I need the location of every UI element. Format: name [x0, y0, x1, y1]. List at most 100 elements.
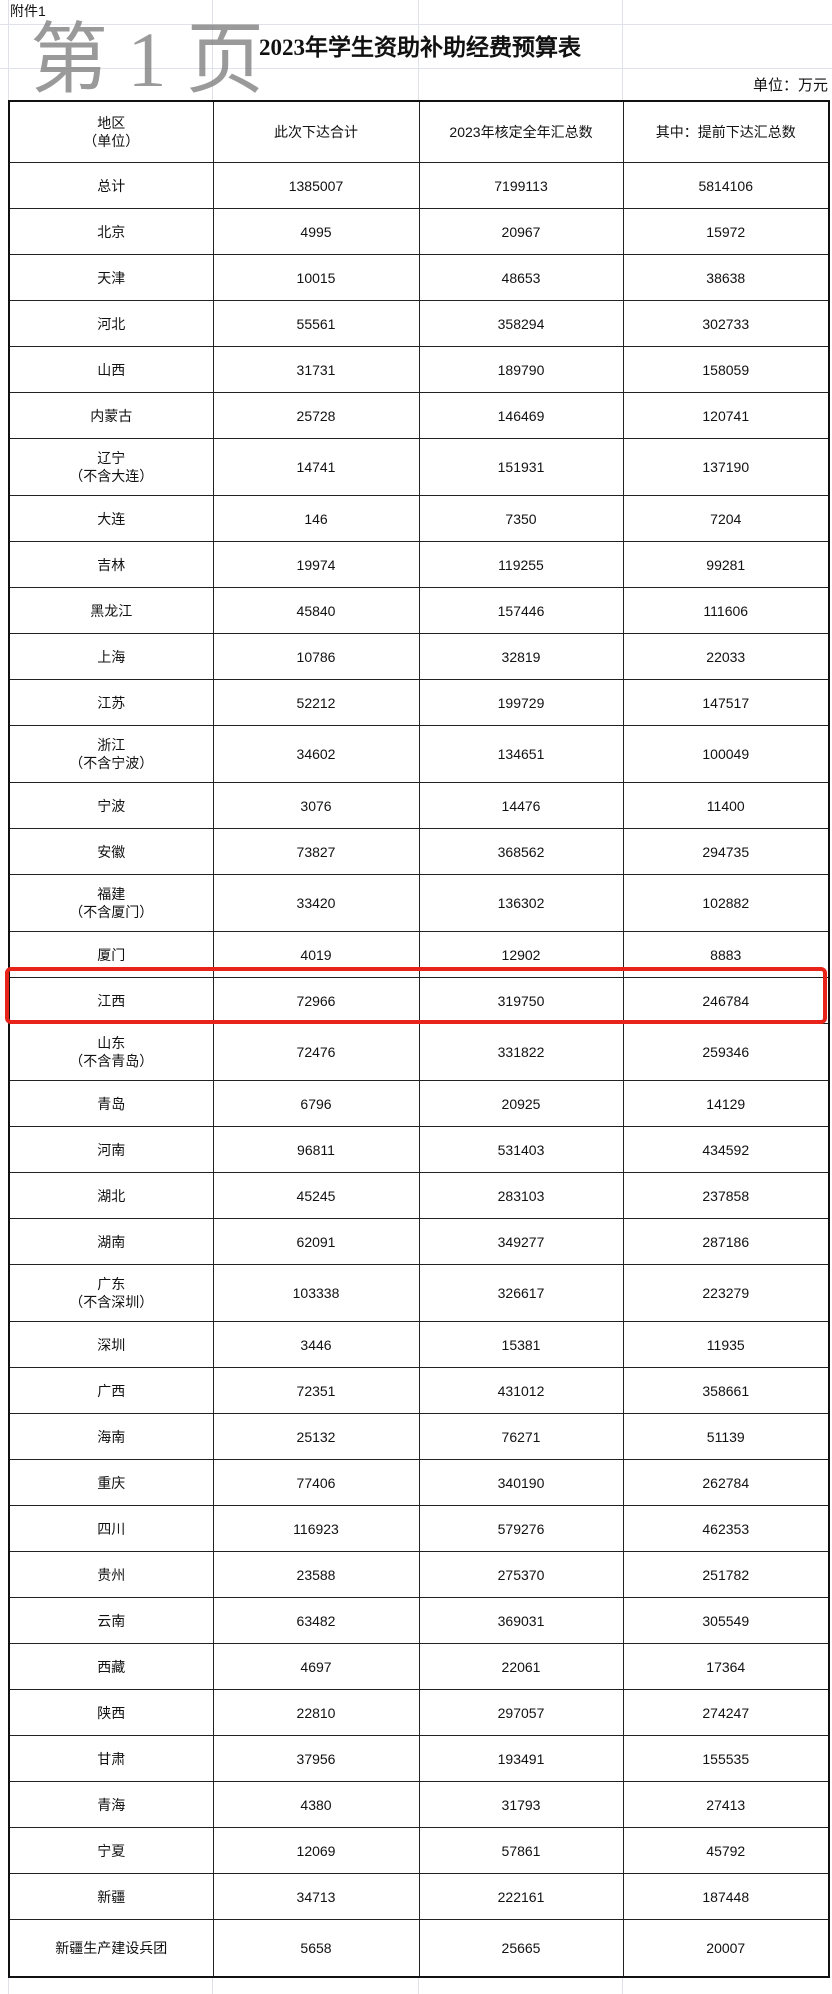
region-name: 山东 [97, 1035, 126, 1051]
value-cell-v2: 25665 [418, 1919, 624, 1978]
value-cell-v2: 136302 [418, 874, 624, 932]
table-row: 浙江 （不含宁波） 34602 134651 100049 [8, 725, 830, 783]
region-name: 云南 [97, 1612, 126, 1629]
value-cell-v3: 246784 [622, 977, 830, 1024]
value-cell-v1: 25132 [212, 1413, 420, 1460]
table-row: 新疆 34713 222161 187448 [8, 1873, 830, 1920]
sheet-gridline [0, 24, 832, 25]
region-name: 广东 [97, 1276, 126, 1292]
table-row: 陕西 22810 297057 274247 [8, 1689, 830, 1736]
value-cell-v2: 119255 [418, 541, 624, 588]
region-note: （不含青岛） [69, 1053, 154, 1069]
region-cell: 甘肃 [8, 1735, 214, 1782]
header-region-note: （单位） [83, 133, 140, 149]
table-row: 宁波 3076 14476 11400 [8, 782, 830, 829]
region-name: 重庆 [97, 1474, 126, 1491]
value-cell-v2: 297057 [418, 1689, 624, 1736]
table-row: 江苏 52212 199729 147517 [8, 679, 830, 726]
value-cell-v1: 33420 [212, 874, 420, 932]
value-cell-v1: 4697 [212, 1643, 420, 1690]
value-cell-v3: 17364 [622, 1643, 830, 1690]
table-row: 山东 （不含青岛） 72476 331822 259346 [8, 1023, 830, 1081]
region-name: 宁夏 [97, 1842, 126, 1859]
region-cell: 青海 [8, 1781, 214, 1828]
value-cell-v1: 55561 [212, 300, 420, 347]
region-note: （不含宁波） [69, 755, 154, 771]
table-row: 北京 4995 20967 15972 [8, 208, 830, 255]
region-name: 安徽 [97, 843, 126, 860]
table-row: 重庆 77406 340190 262784 [8, 1459, 830, 1506]
value-cell-v3: 155535 [622, 1735, 830, 1782]
region-name: 浙江 [97, 737, 126, 753]
attachment-label: 附件1 [10, 3, 46, 19]
value-cell-v1: 1385007 [212, 162, 420, 209]
value-cell-v3: 102882 [622, 874, 830, 932]
region-name: 宁波 [97, 797, 126, 814]
region-cell: 广西 [8, 1367, 214, 1414]
unit-label: 单位：万元 [752, 77, 828, 94]
region-cell: 山西 [8, 346, 214, 393]
value-cell-v2: 15381 [418, 1321, 624, 1368]
value-cell-v1: 12069 [212, 1827, 420, 1874]
value-cell-v1: 52212 [212, 679, 420, 726]
value-cell-v2: 369031 [418, 1597, 624, 1644]
table-row: 贵州 23588 275370 251782 [8, 1551, 830, 1598]
region-cell: 福建 （不含厦门） [8, 874, 214, 932]
value-cell-v1: 72966 [212, 977, 420, 1024]
table-row: 辽宁 （不含大连） 14741 151931 137190 [8, 438, 830, 496]
value-cell-v3: 45792 [622, 1827, 830, 1874]
value-cell-v3: 22033 [622, 633, 830, 680]
value-cell-v2: 12902 [418, 931, 624, 978]
region-cell: 浙江 （不含宁波） [8, 725, 214, 783]
region-cell: 宁波 [8, 782, 214, 829]
value-cell-v2: 319750 [418, 977, 624, 1024]
region-cell: 北京 [8, 208, 214, 255]
value-cell-v1: 77406 [212, 1459, 420, 1506]
region-name: 陕西 [97, 1704, 126, 1721]
region-name: 深圳 [97, 1336, 126, 1353]
region-name: 青海 [97, 1796, 126, 1813]
region-name: 青岛 [97, 1095, 126, 1112]
table-row: 甘肃 37956 193491 155535 [8, 1735, 830, 1782]
value-cell-v3: 251782 [622, 1551, 830, 1598]
value-cell-v3: 51139 [622, 1413, 830, 1460]
region-cell: 上海 [8, 633, 214, 680]
region-cell: 内蒙古 [8, 392, 214, 439]
value-cell-v1: 3446 [212, 1321, 420, 1368]
region-name: 江苏 [97, 694, 126, 711]
region-name: 辽宁 [97, 450, 126, 466]
region-cell: 陕西 [8, 1689, 214, 1736]
value-cell-v2: 431012 [418, 1367, 624, 1414]
table-row: 厦门 4019 12902 8883 [8, 931, 830, 978]
value-cell-v2: 22061 [418, 1643, 624, 1690]
value-cell-v1: 23588 [212, 1551, 420, 1598]
region-cell: 云南 [8, 1597, 214, 1644]
value-cell-v3: 7204 [622, 495, 830, 542]
region-cell: 天津 [8, 254, 214, 301]
table-row: 内蒙古 25728 146469 120741 [8, 392, 830, 439]
region-cell: 西藏 [8, 1643, 214, 1690]
value-cell-v1: 116923 [212, 1505, 420, 1552]
value-cell-v3: 434592 [622, 1126, 830, 1173]
table-row: 深圳 3446 15381 11935 [8, 1321, 830, 1368]
table-row: 河南 96811 531403 434592 [8, 1126, 830, 1173]
value-cell-v3: 14129 [622, 1080, 830, 1127]
value-cell-v2: 331822 [418, 1023, 624, 1081]
value-cell-v2: 20925 [418, 1080, 624, 1127]
region-cell: 深圳 [8, 1321, 214, 1368]
region-name: 福建 [97, 886, 126, 902]
region-cell: 湖南 [8, 1218, 214, 1265]
value-cell-v1: 103338 [212, 1264, 420, 1322]
value-cell-v2: 193491 [418, 1735, 624, 1782]
region-cell: 河南 [8, 1126, 214, 1173]
table-row: 湖南 62091 349277 287186 [8, 1218, 830, 1265]
region-name: 内蒙古 [90, 407, 133, 424]
value-cell-v2: 199729 [418, 679, 624, 726]
value-cell-v2: 7199113 [418, 162, 624, 209]
region-name: 新疆生产建设兵团 [55, 1940, 168, 1956]
value-cell-v2: 7350 [418, 495, 624, 542]
table-row: 安徽 73827 368562 294735 [8, 828, 830, 875]
value-cell-v3: 120741 [622, 392, 830, 439]
table-row: 大连 146 7350 7204 [8, 495, 830, 542]
region-cell: 大连 [8, 495, 214, 542]
